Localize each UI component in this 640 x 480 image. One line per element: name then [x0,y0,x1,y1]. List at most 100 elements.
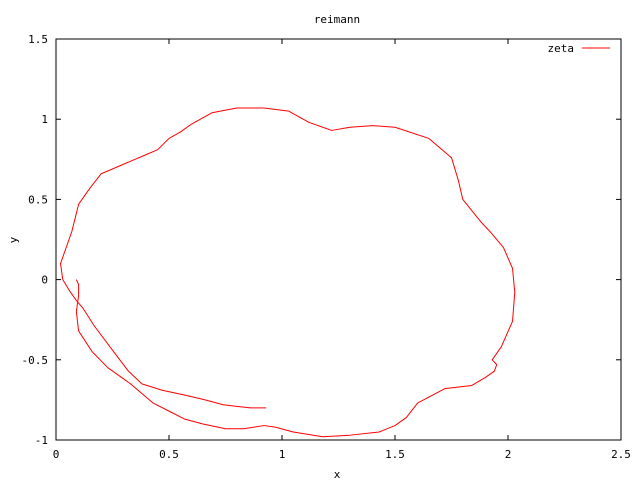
series-layer [60,107,516,438]
data-point [225,428,226,429]
data-point [65,250,66,251]
data-point [492,359,493,360]
plot-frame [55,38,622,441]
data-point [451,157,452,158]
x-tick-label-0: 0 [53,448,60,461]
data-point [349,435,350,436]
data-point [331,130,332,131]
data-point [211,112,212,113]
data-point [372,125,373,126]
data-point [71,231,72,232]
data-point [501,346,502,347]
data-point [322,436,323,437]
data-point [243,428,244,429]
data-point [101,173,102,174]
series-zeta [60,107,516,438]
data-point [428,138,429,139]
data-point [83,308,84,309]
legend-label-zeta: zeta [548,42,575,55]
y-tick-label-3: 0.5 [28,193,48,206]
data-point [503,247,504,248]
data-point [236,107,237,108]
data-point [202,423,203,424]
y-tick-label-4: 1 [41,113,48,126]
data-point [76,279,77,280]
series-line-zeta [60,107,516,438]
data-point [480,221,481,222]
data-point [263,107,264,108]
data-point [76,300,77,301]
data-point [60,263,61,264]
data-point [458,180,459,181]
data-point [275,427,276,428]
data-point [471,385,472,386]
chart-title: reimann [314,13,360,26]
data-point [92,351,93,352]
data-point [162,390,163,391]
data-point [485,377,486,378]
data-point [78,295,79,296]
data-point [112,350,113,351]
data-point [444,388,445,389]
data-point [223,404,224,405]
data-point [349,127,350,128]
data-point [496,364,497,365]
data-point [107,367,108,368]
data-point [78,284,79,285]
data-point [78,204,79,205]
x-tick-label-2: 1 [279,448,286,461]
data-point [191,124,192,125]
data-point [288,111,289,112]
data-point [169,138,170,139]
data-point [395,127,396,128]
data-point [157,149,158,150]
data-point [169,411,170,412]
data-point [89,188,90,189]
x-tick-label-1: 0.5 [159,448,179,461]
data-point [462,199,463,200]
y-tick-label-0: -1 [35,434,48,447]
data-point [184,395,185,396]
legend: zeta [548,42,610,55]
y-tick-label-2: 0 [41,274,48,287]
data-point [146,154,147,155]
data-point [266,407,267,408]
axis-ticks: 0 0.5 1 1.5 2 2.5 -1 -0.5 0 0.5 1 1.5 [22,33,631,461]
data-point [471,210,472,211]
data-point [514,292,515,293]
data-point [141,383,142,384]
data-point [69,290,70,291]
data-point [76,311,77,312]
data-point [395,425,396,426]
data-point [309,122,310,123]
data-point [489,231,490,232]
data-point [293,431,294,432]
y-axis-label: y [7,236,20,243]
data-point [153,403,154,404]
data-point [406,417,407,418]
data-point [250,407,251,408]
data-point [512,268,513,269]
x-tick-label-5: 2.5 [611,448,631,461]
y-tick-label-1: -0.5 [22,354,49,367]
data-point [263,425,264,426]
x-tick-label-3: 1.5 [385,448,405,461]
data-point [180,132,181,133]
data-point [83,197,84,198]
data-point [62,279,63,280]
data-point [123,164,124,165]
data-point [130,383,131,384]
data-point [94,326,95,327]
data-point [184,419,185,420]
x-axis-label: x [334,468,341,480]
x-tick-label-4: 2 [505,448,512,461]
data-point [205,399,206,400]
data-point [512,321,513,322]
data-point [494,371,495,372]
data-point [379,431,380,432]
data-point [236,406,237,407]
data-point [417,403,418,404]
